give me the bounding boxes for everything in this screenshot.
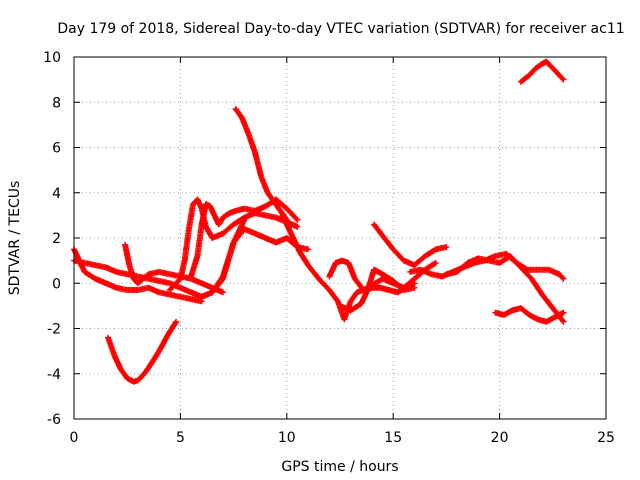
y-tick-label: 6 [52,141,61,157]
y-tick-label: 2 [52,231,61,247]
y-tick-label: -2 [47,322,61,338]
x-tick-label: 20 [491,430,509,446]
series-trace-6 [188,196,301,280]
data-marks [71,216,248,300]
data-marks [492,305,567,325]
y-axis-label: SDTVAR / TECUs [7,181,23,296]
data-marks [517,58,567,85]
grid [74,57,606,419]
data-marks [371,221,450,269]
y-tick-label: 8 [52,95,61,111]
x-tick-label: 25 [597,430,615,446]
series-trace-15 [492,305,567,325]
y-tick-label: 10 [43,50,61,66]
data-marks [337,266,418,314]
x-tick-labels: 0 5 10 15 20 25 [70,430,615,446]
series-trace-9 [279,212,418,323]
series-trace-14 [443,253,567,325]
series-trace-5 [166,196,301,293]
chart-title: Day 179 of 2018, Sidereal Day-to-day VTE… [57,21,624,37]
x-tick-label: 15 [384,430,402,446]
data-marks [443,253,567,325]
series-trace-2 [71,216,248,300]
y-tick-labels: -6 -4 -2 0 2 4 6 8 10 [43,50,61,428]
x-tick-label: 0 [70,430,79,446]
x-axis-label: GPS time / hours [281,459,398,475]
data-marks [188,196,301,280]
series-trace-16 [517,58,567,85]
x-tick-label: 5 [176,430,185,446]
y-tick-label: 4 [52,186,61,202]
data-marks [279,212,418,323]
series-trace-3 [105,318,180,385]
series-trace-11 [337,266,418,314]
y-tick-label: -4 [47,367,61,383]
x-tick-label: 10 [278,430,296,446]
axis-ticks [73,56,607,420]
y-tick-label: 0 [52,276,61,292]
data-marks [105,318,180,385]
data-marks [166,196,301,293]
y-tick-label: -6 [47,412,61,428]
series-trace-12 [371,221,450,269]
data-points [71,58,567,385]
